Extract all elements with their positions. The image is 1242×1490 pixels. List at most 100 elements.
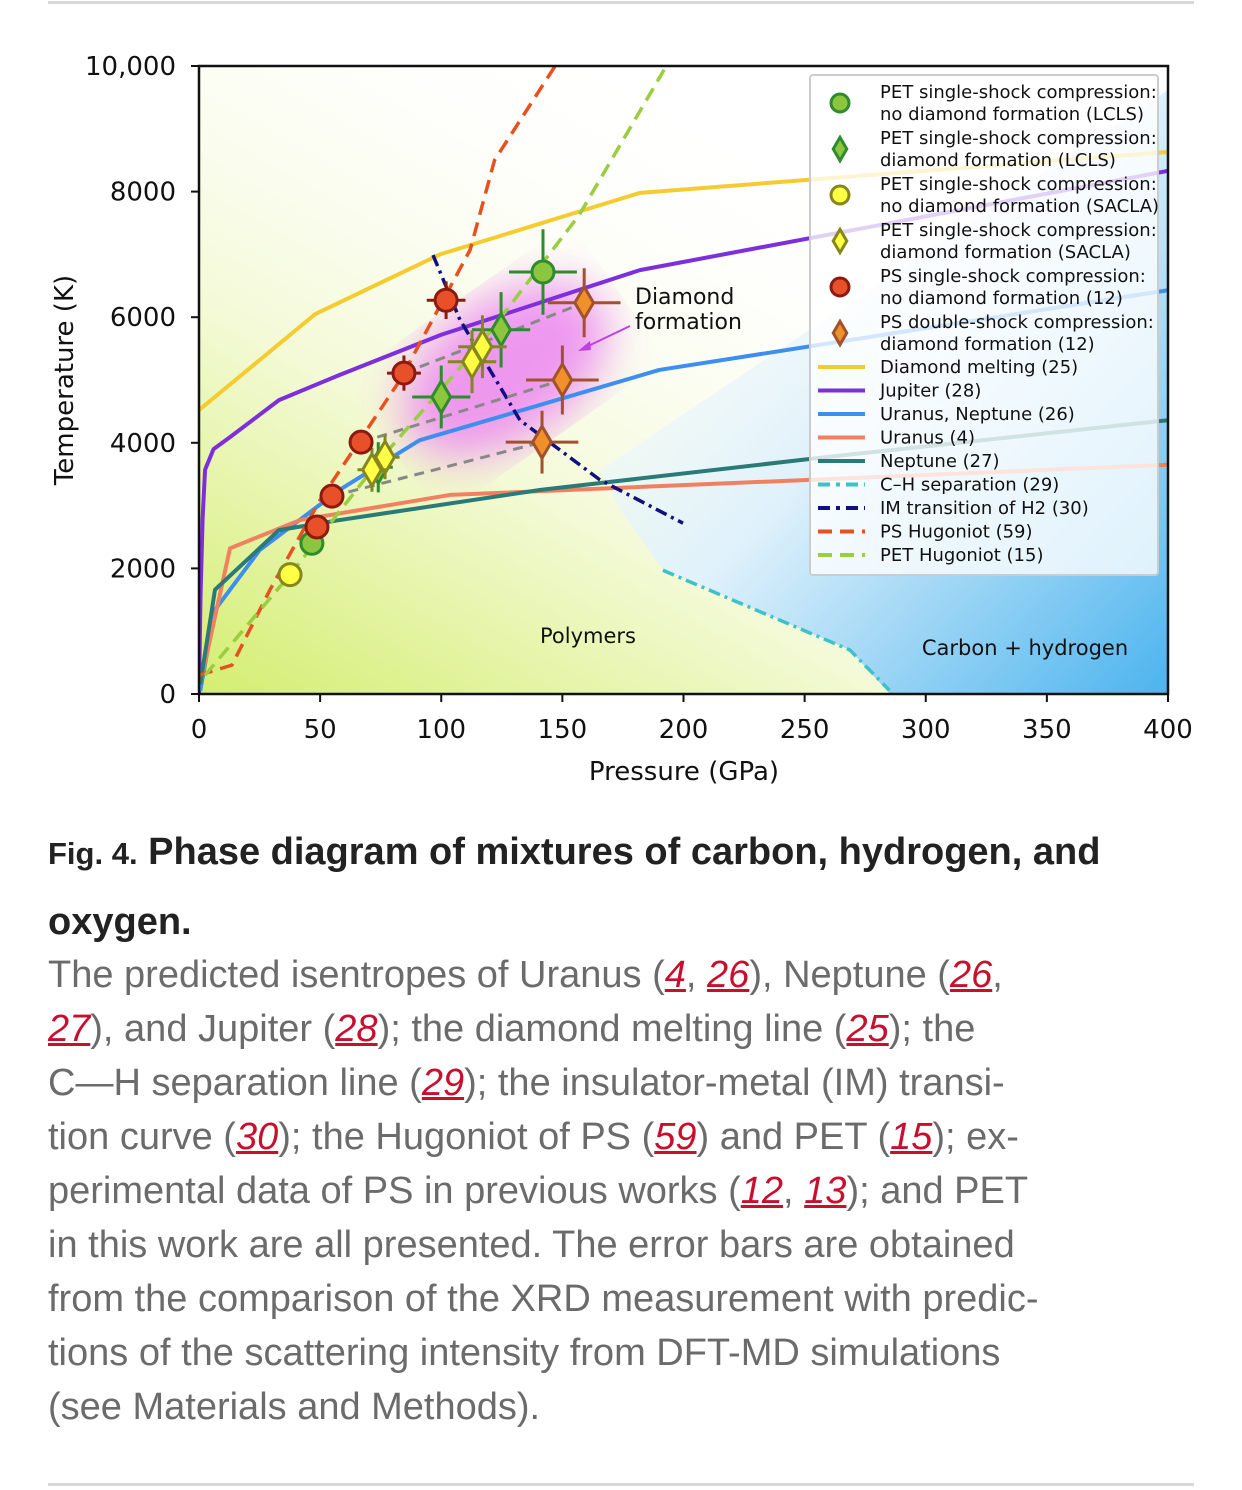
- caption-text: ,: [685, 954, 708, 996]
- top-divider: [48, 1, 1194, 4]
- series-line: [199, 168, 1168, 694]
- caption-line: tion curve (30); the Hugoniot of PS (59)…: [48, 1110, 1039, 1164]
- y-tick-label: 6000: [110, 303, 176, 333]
- caption-text: tions of the scattering intensity from D…: [48, 1332, 1001, 1374]
- reference-link[interactable]: 25: [846, 1008, 889, 1050]
- reference-link[interactable]: 12: [740, 1170, 784, 1212]
- x-tick-label: 150: [538, 715, 588, 745]
- figure-label: Fig. 4.: [48, 836, 138, 871]
- legend-label: no diamond formation (LCLS): [880, 104, 1144, 125]
- caption-line: in this work are all presented. The erro…: [48, 1218, 1039, 1272]
- legend-label: Diamond melting (25): [880, 357, 1078, 378]
- caption-text: ), and Jupiter (: [90, 1008, 336, 1050]
- caption-text: in this work are all presented. The erro…: [48, 1224, 1015, 1266]
- caption-line: perimental data of PS in previous works …: [48, 1164, 1039, 1218]
- legend-label: no diamond formation (SACLA): [880, 196, 1159, 217]
- x-tick-label: 200: [659, 715, 709, 745]
- figure-title: Phase diagram of mixtures of carbon, hyd…: [48, 831, 1101, 943]
- caption-line: 27), and Jupiter (28); the diamond melti…: [48, 1002, 1039, 1056]
- x-tick-label: 50: [304, 715, 337, 745]
- reference-link[interactable]: 26: [707, 954, 750, 996]
- caption-text: C—H separation line (: [48, 1062, 422, 1104]
- caption-text: ); the Hugoniot of PS (: [278, 1116, 655, 1158]
- series-line: [431, 254, 684, 525]
- annotation-formation: formation: [635, 310, 742, 335]
- data-point: [829, 184, 851, 206]
- y-tick-label: 0: [159, 680, 176, 710]
- caption-text: The predicted isentropes of Uranus (: [48, 954, 665, 996]
- data-point: [573, 283, 596, 322]
- data-point: [829, 92, 851, 114]
- series-line: [203, 68, 666, 677]
- x-tick-label: 0: [191, 715, 208, 745]
- legend-label: Uranus, Neptune (26): [880, 404, 1075, 425]
- reference-link[interactable]: 15: [890, 1116, 933, 1158]
- legend-label: Uranus (4): [880, 428, 975, 449]
- x-axis-label: Pressure (GPa): [589, 757, 779, 787]
- data-point: [831, 318, 849, 348]
- data-point: [829, 276, 851, 298]
- annotation-diamond: Diamond: [635, 285, 734, 310]
- y-axis-label: Temperature (K): [50, 275, 80, 486]
- data-point: [373, 438, 397, 477]
- x-tick-label: 300: [901, 715, 951, 745]
- y-tick-label: 8000: [110, 178, 176, 208]
- figure-caption-title: Fig. 4. Phase diagram of mixtures of car…: [48, 818, 1208, 956]
- reference-link[interactable]: 4: [664, 954, 686, 996]
- caption-line: tions of the scattering intensity from D…: [48, 1326, 1039, 1380]
- x-tick-label: 250: [780, 715, 830, 745]
- caption-line: C—H separation line (29); the insulator-…: [48, 1056, 1039, 1110]
- series-line: [199, 462, 1168, 686]
- legend-label: PS Hugoniot (59): [880, 522, 1033, 543]
- data-point: [530, 423, 554, 462]
- tie-line: [331, 440, 543, 498]
- caption-text: ), Neptune (: [749, 954, 950, 996]
- legend-label: PS single-shock compression:: [880, 266, 1146, 287]
- reference-link[interactable]: 30: [235, 1116, 279, 1158]
- figure-caption-body: The predicted isentropes of Uranus (4, 2…: [48, 948, 1039, 1434]
- caption-text: perimental data of PS in previous works …: [48, 1170, 741, 1212]
- plot-frame: [197, 64, 1170, 696]
- bottom-divider: [48, 1483, 1194, 1486]
- reference-link[interactable]: 27: [48, 1008, 91, 1050]
- series-line: [662, 568, 891, 692]
- legend: PET single-shock compression:no diamond …: [809, 74, 1159, 576]
- caption-text: ); ex-: [932, 1116, 1019, 1158]
- caption-text: from the comparison of the XRD measureme…: [48, 1278, 1039, 1320]
- caption-text: ,: [992, 954, 1003, 996]
- caption-line: The predicted isentropes of Uranus (4, 2…: [48, 948, 1039, 1002]
- legend-label: C–H separation (29): [880, 475, 1059, 496]
- legend-label: PS double-shock compression:: [880, 312, 1154, 333]
- annotation-carbon-hydrogen: Carbon + hydrogen: [922, 636, 1128, 660]
- legend-label: PET single-shock compression:: [880, 82, 1157, 103]
- data-point: [277, 562, 303, 588]
- y-tick-label: 10,000: [85, 52, 176, 82]
- data-point: [551, 361, 574, 399]
- caption-text: ) and PET (: [696, 1116, 891, 1158]
- data-point: [391, 360, 417, 386]
- caption-text: ,: [783, 1170, 805, 1212]
- data-point: [319, 483, 345, 509]
- caption-text: ); the insulator-metal (IM) transi-: [464, 1062, 1005, 1104]
- reference-link[interactable]: 28: [335, 1008, 378, 1050]
- x-tick-label: 400: [1143, 715, 1193, 745]
- y-tick-label: 2000: [110, 554, 176, 584]
- legend-label: PET single-shock compression:: [880, 220, 1157, 241]
- legend-label: Neptune (27): [880, 451, 1000, 472]
- legend-label: IM transition of H2 (30): [880, 498, 1089, 519]
- caption-text: tion curve (: [48, 1116, 236, 1158]
- arrow-head-icon: [578, 341, 591, 351]
- caption-text: (see Materials and Methods).: [48, 1386, 541, 1428]
- reference-link[interactable]: 13: [804, 1170, 847, 1212]
- reference-link[interactable]: 59: [654, 1116, 697, 1158]
- data-point: [304, 514, 330, 540]
- x-tick-label: 100: [416, 715, 466, 745]
- tie-line: [403, 301, 585, 375]
- caption-text: ); the: [888, 1008, 976, 1050]
- data-point: [471, 327, 494, 366]
- reference-link[interactable]: 29: [421, 1062, 465, 1104]
- legend-label: diamond formation (SACLA): [880, 242, 1131, 263]
- annotation-arrow: [583, 325, 631, 349]
- reference-link[interactable]: 26: [949, 954, 993, 996]
- legend-label: diamond formation (12): [880, 334, 1095, 355]
